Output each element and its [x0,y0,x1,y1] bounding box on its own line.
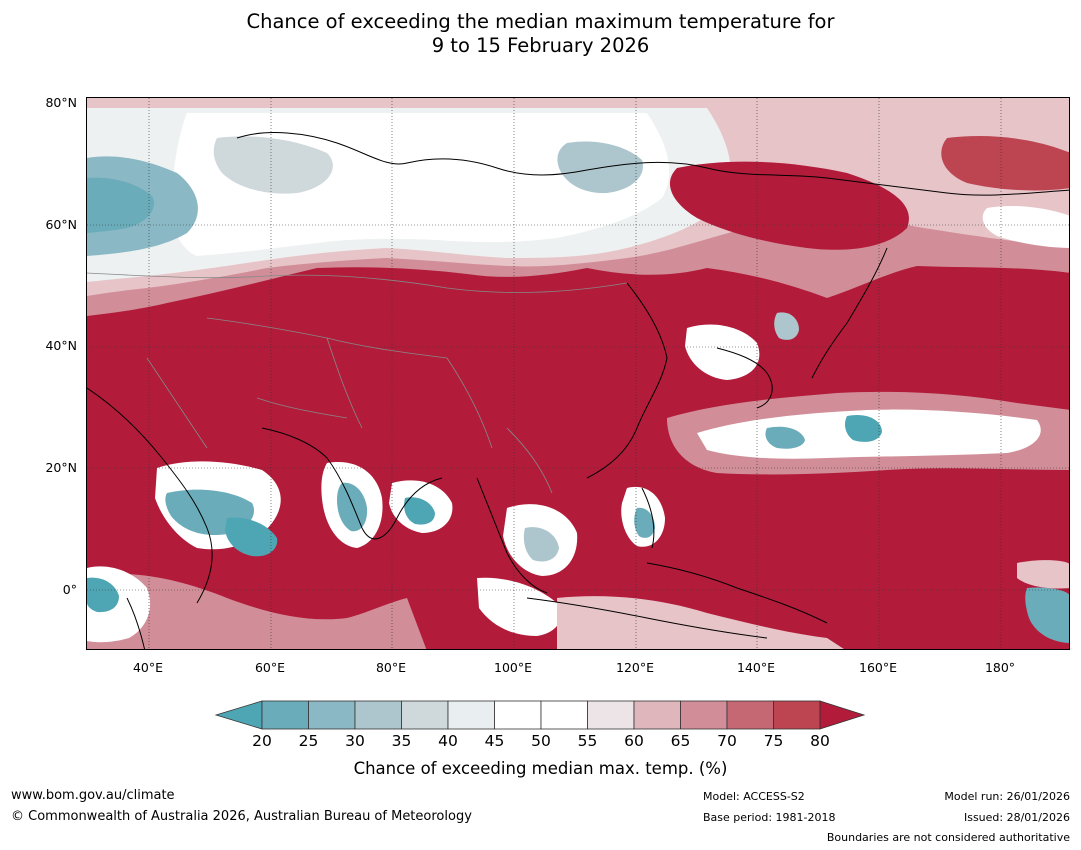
title-line-1: Chance of exceeding the median maximum t… [246,10,835,33]
lon-label-80e: 80°E [375,660,407,675]
indochina-cool-patch [523,527,559,562]
pacific-cool-patch-1 [765,426,805,449]
siberia-cool-patch [557,141,643,194]
north-russia-cool-patch [213,136,333,194]
india-cool-blue [337,482,368,532]
colorbar-cell [773,700,821,730]
colorbar-tick-label: 80 [810,732,830,750]
map-title: Chance of exceeding the median maximum t… [0,10,1081,58]
colorbar-cell [587,700,635,730]
colorbar-tick-label: 55 [577,732,598,750]
lat-label-40n: 40°N [45,338,77,353]
colorbar-cells [261,700,821,730]
colorbar-tick-label: 75 [763,732,784,750]
forecast-map [86,97,1070,650]
footer-copyright: © Commonwealth of Australia 2026, Austra… [11,809,472,824]
southern-light-band [87,574,427,649]
lat-label-80n: 80°N [45,95,77,110]
far-east-warm-patch [941,136,1069,191]
lon-label-100e: 100°E [493,660,533,675]
somalia-cool-patch [225,517,278,557]
colorbar-tick-label: 45 [484,732,505,750]
lon-label-120e: 120°E [615,660,655,675]
colorbar-cell [680,700,728,730]
colorbar-tick-label: 25 [298,732,319,750]
south-pacific-cool-patch [1025,587,1069,643]
colorbar-extend-high [819,700,866,730]
lon-label-140e: 140°E [736,660,776,675]
footer-website[interactable]: www.bom.gov.au/climate [11,788,175,803]
coastlines [87,132,1069,649]
colorbar-tick-label: 70 [717,732,737,750]
pacific-cool-patch-2 [845,414,882,442]
map-gridlines [87,98,1069,649]
title-line-2: 9 to 15 February 2026 [431,34,650,57]
south-pacific-light-patch [1017,560,1069,589]
footer-issued: Issued: 28/01/2026 [963,811,1070,824]
colorbar-tick-label: 60 [624,732,644,750]
indonesia-light-band [557,596,844,649]
colorbar-cell [726,700,774,730]
japan-white-zone [685,324,760,380]
footer-boundaries-note: Boundaries are not considered authoritat… [826,831,1070,844]
colorbar-label: Chance of exceeding median max. temp. (%… [353,759,728,778]
lon-label-160e: 160°E [858,660,898,675]
lon-label-180: 180° [984,660,1016,675]
scandinavia-deep-blue [87,177,155,233]
japan-cool-patch [774,312,799,340]
footer-model: Model: ACCESS-S2 [703,790,805,803]
footer-base-period: Base period: 1981-2018 [703,811,836,824]
lon-label-60e: 60°E [254,660,286,675]
lon-label-40e: 40°E [132,660,164,675]
forecast-map-svg [87,98,1069,649]
colorbar-tick-label: 65 [670,732,691,750]
lat-label-60n: 60°N [45,217,77,232]
colorbar-extend-low [214,700,263,730]
colorbar-tick-label: 40 [438,732,458,750]
colorbar-tick-label: 50 [531,732,551,750]
philippines-cool-blue [634,507,655,538]
colorbar-cell [354,700,402,730]
footer-model-run: Model run: 26/01/2026 [944,790,1070,803]
colorbar-cell [540,700,588,730]
colorbar-tick-label: 30 [345,732,365,750]
colorbar-cell [633,700,681,730]
country-boundaries [87,272,628,494]
colorbar-cell [261,700,309,730]
colorbar-cell [308,700,356,730]
east-africa-cool-blue [87,577,119,613]
colorbar-cell [494,700,542,730]
indonesia-white-zone [477,577,561,636]
bay-of-bengal-cool-blue [404,497,435,525]
colorbar-cell [401,700,449,730]
colorbar-cell [447,700,495,730]
lat-label-20n: 20°N [45,460,77,475]
colorbar-tick-label: 20 [252,732,272,750]
kamchatka-neutral-patch [982,206,1069,248]
northeast-siberia-warm-core [669,161,909,250]
lat-label-0: 0° [62,582,77,597]
colorbar-tick-label: 35 [391,732,412,750]
